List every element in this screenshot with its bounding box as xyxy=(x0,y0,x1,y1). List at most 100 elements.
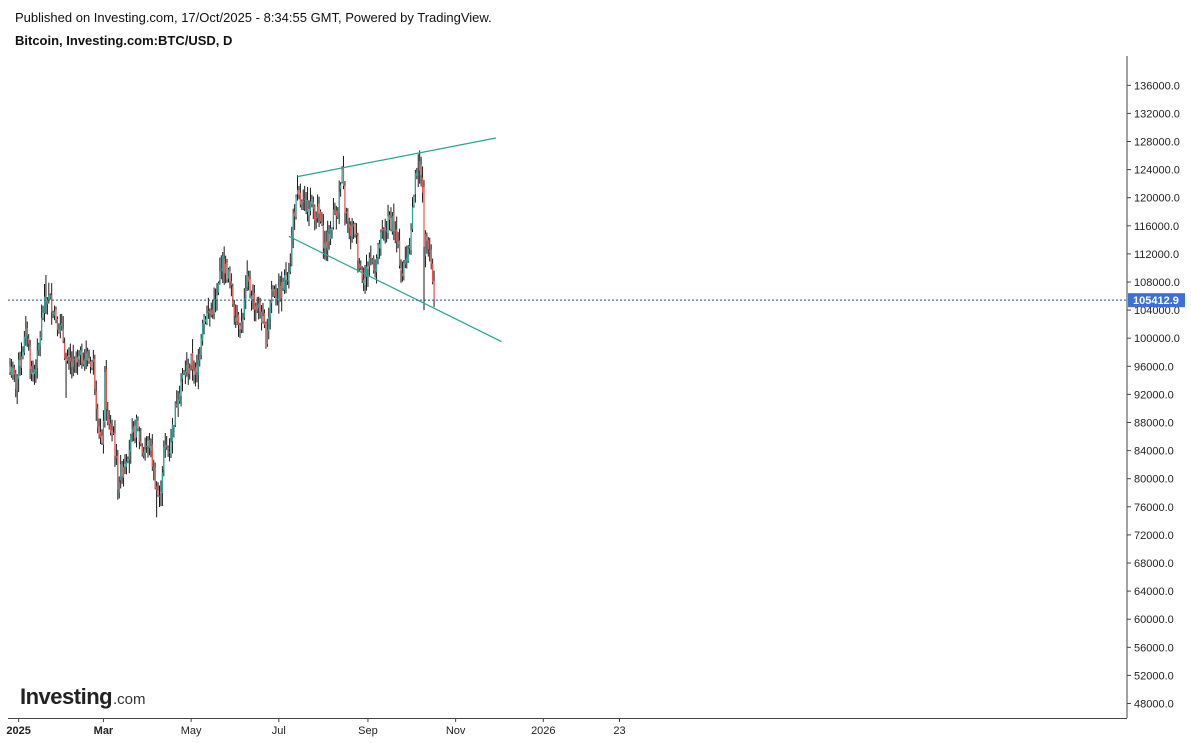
candle[interactable] xyxy=(350,221,352,250)
candle[interactable] xyxy=(203,313,205,335)
candle[interactable] xyxy=(207,297,209,319)
candle-body[interactable] xyxy=(28,338,30,344)
candle[interactable] xyxy=(370,245,372,266)
candle[interactable] xyxy=(342,155,345,190)
candle[interactable] xyxy=(16,374,18,405)
candle[interactable] xyxy=(95,380,97,421)
candle[interactable] xyxy=(156,481,158,518)
candle-body[interactable] xyxy=(189,368,191,375)
candle[interactable] xyxy=(177,391,179,417)
candle[interactable] xyxy=(46,296,48,315)
candle[interactable] xyxy=(319,209,322,224)
candle-body[interactable] xyxy=(236,317,238,321)
candle-body[interactable] xyxy=(53,311,56,316)
candle-body[interactable] xyxy=(79,349,82,356)
candle[interactable] xyxy=(166,436,168,450)
candle-body[interactable] xyxy=(355,233,358,236)
candle[interactable] xyxy=(190,353,192,371)
candle[interactable] xyxy=(419,150,421,184)
candle-body[interactable] xyxy=(216,295,218,301)
candle-body[interactable] xyxy=(143,452,145,456)
candle[interactable] xyxy=(361,266,363,284)
candle-body[interactable] xyxy=(391,216,393,232)
candle-body[interactable] xyxy=(393,213,395,231)
candle-body[interactable] xyxy=(255,306,257,310)
candle[interactable] xyxy=(309,187,312,216)
candle[interactable] xyxy=(403,259,405,281)
candle-body[interactable] xyxy=(197,360,199,376)
candle[interactable] xyxy=(174,401,176,428)
candle-body[interactable] xyxy=(365,266,368,277)
candle[interactable] xyxy=(66,349,69,364)
candle[interactable] xyxy=(409,237,411,255)
candle[interactable] xyxy=(375,254,378,284)
candle-body[interactable] xyxy=(394,229,396,231)
candle[interactable] xyxy=(312,196,314,220)
candle-body[interactable] xyxy=(64,342,66,359)
candle-body[interactable] xyxy=(94,358,96,389)
candle[interactable] xyxy=(168,438,171,462)
candle-body[interactable] xyxy=(319,211,322,222)
candle[interactable] xyxy=(75,351,77,374)
candle-body[interactable] xyxy=(105,369,107,410)
candle[interactable] xyxy=(222,251,224,284)
candle-body[interactable] xyxy=(232,286,234,305)
candle[interactable] xyxy=(23,330,25,356)
candle[interactable] xyxy=(131,418,133,442)
candle-body[interactable] xyxy=(269,301,271,319)
candle[interactable] xyxy=(423,180,425,311)
candle[interactable] xyxy=(294,204,296,230)
candle[interactable] xyxy=(248,270,250,291)
candle[interactable] xyxy=(367,261,369,287)
candle[interactable] xyxy=(133,421,135,442)
candle[interactable] xyxy=(32,360,34,382)
candle[interactable] xyxy=(189,363,191,380)
candle-body[interactable] xyxy=(229,271,231,282)
candle[interactable] xyxy=(410,223,412,256)
candle[interactable] xyxy=(26,321,28,347)
candle[interactable] xyxy=(220,255,222,280)
candle-body[interactable] xyxy=(174,402,176,426)
candle-body[interactable] xyxy=(291,235,293,265)
candle[interactable] xyxy=(20,342,23,375)
candle[interactable] xyxy=(163,440,165,477)
candle-body[interactable] xyxy=(396,229,398,242)
candle-body[interactable] xyxy=(177,399,179,408)
candle-body[interactable] xyxy=(196,365,198,373)
candle-body[interactable] xyxy=(59,324,61,333)
candle[interactable] xyxy=(141,443,143,457)
candle-body[interactable] xyxy=(46,300,48,305)
candle-body[interactable] xyxy=(272,289,274,291)
candle[interactable] xyxy=(111,419,113,442)
candle[interactable] xyxy=(72,344,74,377)
candle[interactable] xyxy=(262,302,264,324)
candle[interactable] xyxy=(400,259,402,283)
candle[interactable] xyxy=(150,438,152,458)
candle-body[interactable] xyxy=(130,435,132,452)
candle[interactable] xyxy=(171,417,174,454)
candle[interactable] xyxy=(74,356,76,373)
candle-body[interactable] xyxy=(124,463,126,467)
candle[interactable] xyxy=(317,194,319,223)
candle[interactable] xyxy=(69,343,71,375)
candle-body[interactable] xyxy=(367,265,369,270)
candle[interactable] xyxy=(145,436,148,453)
candle[interactable] xyxy=(38,342,40,356)
candle[interactable] xyxy=(329,221,332,246)
candle[interactable] xyxy=(13,364,15,383)
candle[interactable] xyxy=(191,339,194,381)
candle-body[interactable] xyxy=(35,370,37,372)
candle-body[interactable] xyxy=(384,226,386,231)
candle-body[interactable] xyxy=(266,329,268,345)
candle-body[interactable] xyxy=(147,440,149,447)
candle[interactable] xyxy=(167,445,169,457)
candle[interactable] xyxy=(237,312,240,337)
candle-body[interactable] xyxy=(118,482,120,493)
candle[interactable] xyxy=(245,275,247,310)
candle[interactable] xyxy=(259,297,261,319)
candle-body[interactable] xyxy=(81,351,83,364)
candle[interactable] xyxy=(272,285,274,297)
candle[interactable] xyxy=(110,415,112,436)
candle[interactable] xyxy=(29,339,31,380)
